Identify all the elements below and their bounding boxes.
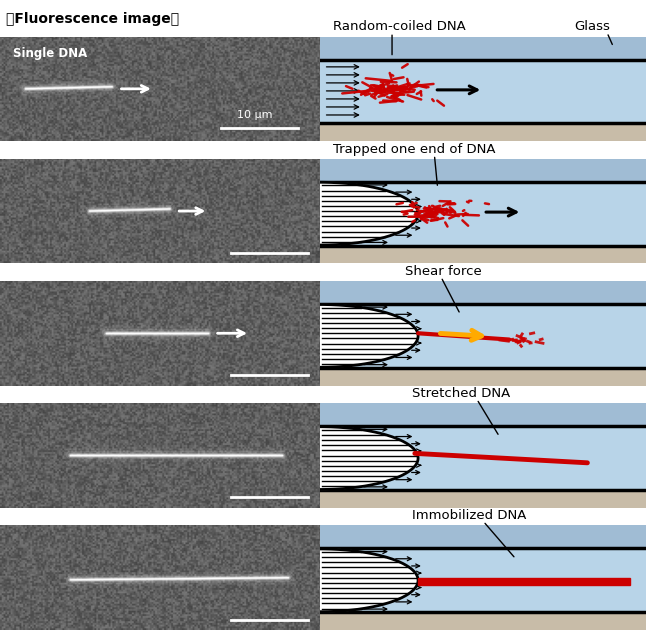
Polygon shape <box>320 182 418 245</box>
Polygon shape <box>320 427 418 490</box>
Bar <box>320 490 646 508</box>
Bar <box>320 281 646 304</box>
Polygon shape <box>320 549 418 612</box>
Bar <box>320 612 646 630</box>
Text: Shear force: Shear force <box>405 265 482 278</box>
Text: Single DNA: Single DNA <box>13 47 87 60</box>
Text: 【Fluorescence image】: 【Fluorescence image】 <box>6 11 180 26</box>
Bar <box>320 403 646 427</box>
Bar <box>320 37 646 60</box>
Bar <box>320 182 646 246</box>
Bar <box>320 549 646 612</box>
Text: Glass: Glass <box>574 20 610 33</box>
Text: Random-coiled DNA: Random-coiled DNA <box>333 20 466 33</box>
Bar <box>320 60 646 123</box>
Bar <box>320 304 646 368</box>
Text: Stretched DNA: Stretched DNA <box>412 387 510 400</box>
Text: Trapped one end of DNA: Trapped one end of DNA <box>333 142 496 156</box>
Bar <box>320 368 646 386</box>
Text: 10 μm: 10 μm <box>237 110 273 120</box>
Bar <box>418 578 630 585</box>
Text: Immobilized DNA: Immobilized DNA <box>412 509 526 522</box>
Bar <box>320 525 646 549</box>
Bar <box>320 159 646 182</box>
Polygon shape <box>320 304 418 367</box>
Bar <box>320 246 646 263</box>
Bar <box>320 427 646 490</box>
Bar <box>320 123 646 141</box>
